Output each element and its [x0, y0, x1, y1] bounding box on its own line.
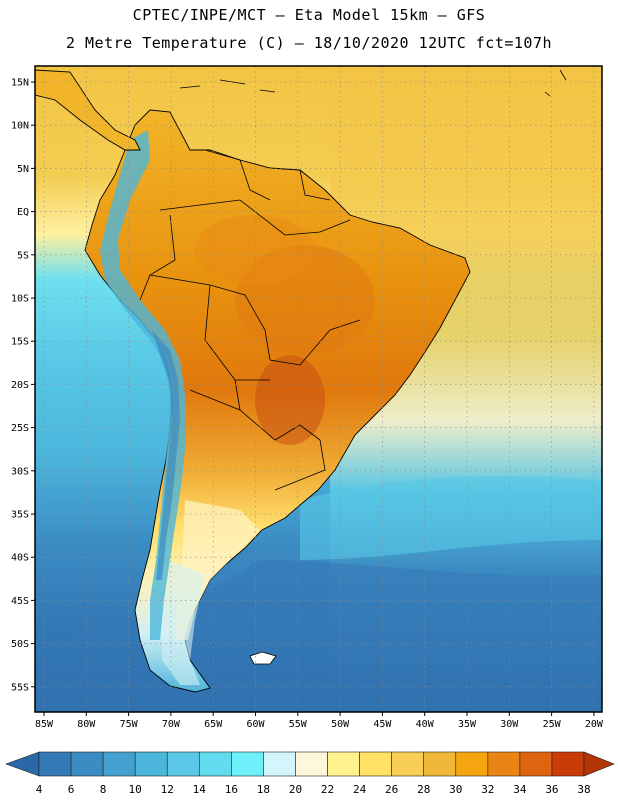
lat-tick-label: 20S: [11, 380, 29, 391]
country-borders: [139, 149, 361, 491]
colorbar-swatch: [38, 751, 72, 777]
hot-core-paraguay: [255, 355, 325, 445]
colorbar-swatch: [519, 751, 553, 777]
lon-tick-label: 65W: [204, 719, 223, 730]
colorbar-swatch: [70, 751, 104, 777]
colorbar-level-label: 28: [417, 783, 430, 796]
colorbar-level-label: 12: [161, 783, 174, 796]
lat-tick-label: 40S: [11, 553, 29, 564]
lat-tick-label: EQ: [17, 207, 29, 218]
colorbar-swatch: [327, 751, 360, 777]
lat-tick-label: 10N: [11, 121, 29, 132]
colorbar-level-label: 36: [545, 783, 558, 796]
colorbar-level-label: 4: [36, 783, 43, 796]
colorbar-swatch: [295, 751, 328, 777]
lat-tick-label: 45S: [11, 596, 29, 607]
colorbar-level-label: 38: [577, 783, 590, 796]
colorbar-level-label: 24: [353, 783, 367, 796]
lat-tick-label: 25S: [11, 423, 29, 434]
colorbar-level-label: 6: [68, 783, 75, 796]
colorbar: 4 6 8 10 12 14 16 18 20 22 24 26 28 30 32 34 36 38: [5, 751, 615, 796]
colorbar-swatch: [487, 751, 521, 777]
colorbar-swatch: [391, 751, 425, 777]
lon-tick-label: 60W: [246, 719, 265, 730]
colorbar-swatch: [231, 751, 264, 777]
south-atlantic-cool-band: [300, 476, 602, 560]
colorbar-swatch: [423, 751, 457, 777]
colorbar-arrow-low: [5, 751, 40, 777]
lon-tick-label: 45W: [373, 719, 392, 730]
lat-tick-label: 50S: [11, 639, 29, 650]
lon-tick-label: 75W: [120, 719, 139, 730]
map-title-line1: CPTEC/INPE/MCT – Eta Model 15km – GFS: [132, 6, 486, 24]
lon-tick-label: 25W: [543, 719, 562, 730]
lon-tick-label: 85W: [35, 719, 54, 730]
colorbar-swatch: [102, 751, 136, 777]
colorbar-swatch: [455, 751, 489, 777]
lat-tick-label: 55S: [11, 682, 29, 693]
lon-tick-label: 40W: [416, 719, 435, 730]
lon-tick-label: 55W: [289, 719, 308, 730]
lat-tick-label: 5S: [17, 250, 29, 261]
hot-core-amazon: [195, 215, 315, 285]
patagonia-cool-field: [162, 560, 205, 685]
colorbar-swatch: [359, 751, 392, 777]
colorbar-level-label: 18: [257, 783, 270, 796]
caribbean-islands: [179, 69, 567, 97]
map-field: [35, 66, 602, 712]
lon-tick-label: 80W: [77, 719, 96, 730]
longitude-axis: 85W 80W 75W 70W 65W 60W 55W 50W 45W 40W 35W 30W 25W 2…: [35, 712, 604, 730]
colorbar-level-label: 10: [129, 783, 142, 796]
lon-tick-label: 20W: [585, 719, 604, 730]
central-america-land: [35, 69, 141, 151]
colorbar-level-label: 32: [481, 783, 494, 796]
colorbar-swatch: [551, 751, 585, 777]
lat-tick-label: 15S: [11, 337, 29, 348]
colorbar-level-label: 22: [321, 783, 334, 796]
andes-peaks: [152, 330, 180, 580]
colorbar-swatch: [198, 751, 232, 777]
colorbar-level-label: 16: [225, 783, 238, 796]
colorbar-swatch: [263, 751, 296, 777]
lon-tick-label: 30W: [500, 719, 519, 730]
lon-tick-label: 50W: [331, 719, 350, 730]
colorbar-level-label: 30: [449, 783, 462, 796]
colorbar-level-label: 34: [513, 783, 527, 796]
latitude-axis: 15N 10N 5N EQ 5S 10S 15S 20S 25S 30S 35S 40S 45S 50S 5…: [11, 78, 35, 693]
colorbar-level-label: 14: [193, 783, 207, 796]
lat-tick-label: 10S: [11, 294, 29, 305]
lat-tick-label: 5N: [17, 164, 29, 175]
colorbar-level-label: 26: [385, 783, 398, 796]
map-frame: [34, 65, 603, 713]
falkland-islands: [249, 651, 277, 665]
lat-tick-label: 15N: [11, 78, 29, 89]
map-title-line2: 2 Metre Temperature (C) – 18/10/2020 12U…: [65, 34, 553, 52]
colorbar-arrow-high: [583, 751, 615, 777]
lat-tick-label: 35S: [11, 510, 29, 521]
colorbar-level-label: 20: [289, 783, 302, 796]
lat-tick-label: 30S: [11, 466, 29, 477]
lon-tick-label: 35W: [458, 719, 477, 730]
colorbar-level-label: 8: [100, 783, 107, 796]
colorbar-swatch: [166, 751, 200, 777]
lon-tick-label: 70W: [162, 719, 181, 730]
colorbar-swatch: [134, 751, 168, 777]
